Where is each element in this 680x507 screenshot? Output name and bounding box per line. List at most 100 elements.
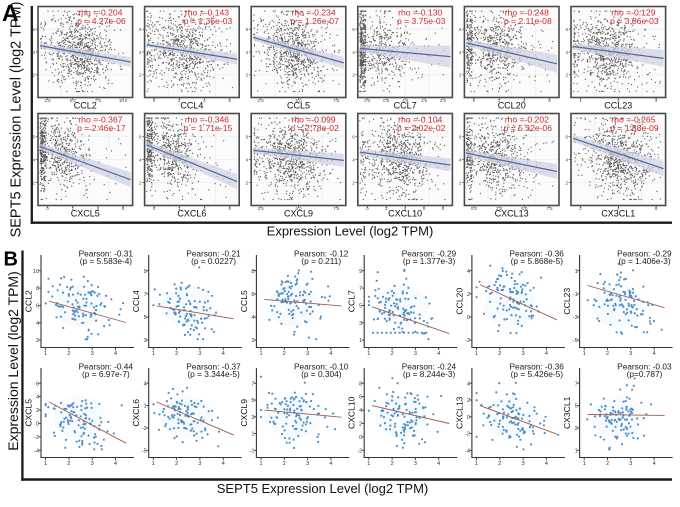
svg-text:7: 7 xyxy=(144,292,147,298)
svg-text:8: 8 xyxy=(251,269,254,275)
svg-text:3: 3 xyxy=(306,461,309,467)
svg-text:-5: -5 xyxy=(142,448,147,454)
svg-text:4: 4 xyxy=(352,50,355,55)
svg-text:3: 3 xyxy=(144,338,147,344)
svg-text:CCL7: CCL7 xyxy=(394,100,417,110)
svg-text:6: 6 xyxy=(139,134,142,139)
svg-text:6: 6 xyxy=(246,134,249,139)
svg-text:7.5: 7.5 xyxy=(333,206,340,211)
svg-text:4: 4 xyxy=(352,157,355,162)
svg-text:(p = 5.426e-5): (p = 5.426e-5) xyxy=(511,369,564,379)
svg-text:1: 1 xyxy=(583,461,586,467)
svg-text:6: 6 xyxy=(246,27,249,32)
svg-text:1: 1 xyxy=(475,351,478,357)
svg-text:Expression Level (log2 TPM): Expression Level (log2 TPM) xyxy=(5,271,21,450)
svg-text:2: 2 xyxy=(139,73,142,78)
svg-text:0: 0 xyxy=(36,422,39,428)
svg-text:8: 8 xyxy=(36,286,39,292)
svg-text:2: 2 xyxy=(175,351,178,357)
svg-text:-3: -3 xyxy=(573,315,578,321)
svg-text:CCL7: CCL7 xyxy=(347,290,357,312)
svg-text:p = 2.11e-08: p = 2.11e-08 xyxy=(504,16,552,26)
svg-text:2: 2 xyxy=(246,180,249,185)
svg-text:1: 1 xyxy=(575,448,578,454)
svg-text:CXCL9: CXCL9 xyxy=(284,208,313,218)
svg-text:4: 4 xyxy=(139,157,142,162)
svg-text:2: 2 xyxy=(246,73,249,78)
svg-text:3: 3 xyxy=(91,351,94,357)
svg-text:2: 2 xyxy=(606,351,609,357)
svg-text:7: 7 xyxy=(251,381,254,387)
svg-text:2: 2 xyxy=(565,180,568,185)
svg-text:4: 4 xyxy=(246,157,249,162)
svg-text:SEPT5 Expression Level (log2 T: SEPT5 Expression Level (log2 TPM) xyxy=(217,481,428,496)
svg-text:2: 2 xyxy=(459,180,462,185)
svg-text:-2: -2 xyxy=(142,426,147,432)
svg-text:1: 1 xyxy=(367,351,370,357)
svg-text:4: 4 xyxy=(565,50,568,55)
svg-text:CCL2: CCL2 xyxy=(74,100,97,110)
svg-text:-2: -2 xyxy=(34,435,39,441)
svg-text:(p = 3.344e-5): (p = 3.344e-5) xyxy=(187,369,240,379)
svg-text:6: 6 xyxy=(459,134,462,139)
svg-text:-2: -2 xyxy=(357,448,362,454)
svg-text:1: 1 xyxy=(583,351,586,357)
svg-text:2: 2 xyxy=(36,338,39,344)
svg-text:3: 3 xyxy=(575,426,578,432)
svg-text:CCL5: CCL5 xyxy=(287,100,310,110)
svg-text:2: 2 xyxy=(352,180,355,185)
svg-text:2: 2 xyxy=(283,351,286,357)
svg-text:2: 2 xyxy=(352,73,355,78)
svg-text:CCL5: CCL5 xyxy=(239,290,249,312)
svg-text:4: 4 xyxy=(251,315,254,321)
svg-text:4: 4 xyxy=(359,408,362,414)
svg-text:CXCL9: CXCL9 xyxy=(239,399,249,427)
svg-text:3: 3 xyxy=(629,351,632,357)
svg-text:3: 3 xyxy=(629,461,632,467)
svg-text:3: 3 xyxy=(198,461,201,467)
svg-text:1: 1 xyxy=(367,461,370,467)
svg-text:2: 2 xyxy=(139,180,142,185)
svg-text:CXCL13: CXCL13 xyxy=(495,208,529,218)
svg-text:CCL20: CCL20 xyxy=(454,288,464,315)
svg-text:3: 3 xyxy=(251,415,254,421)
svg-text:7: 7 xyxy=(359,286,362,292)
svg-text:6: 6 xyxy=(359,395,362,401)
svg-text:(p=0.787): (p=0.787) xyxy=(627,369,663,379)
svg-text:3: 3 xyxy=(306,351,309,357)
svg-text:10.0: 10.0 xyxy=(119,98,128,103)
svg-text:p = 2.46e-17: p = 2.46e-17 xyxy=(77,123,126,133)
svg-text:0: 0 xyxy=(359,435,362,441)
svg-text:CCL20: CCL20 xyxy=(498,100,526,110)
svg-text:p = 5.32e-06: p = 5.32e-06 xyxy=(504,123,553,133)
svg-text:2: 2 xyxy=(467,398,470,404)
svg-text:1: 1 xyxy=(259,461,262,467)
svg-text:8: 8 xyxy=(359,381,362,387)
svg-text:3: 3 xyxy=(359,321,362,327)
svg-text:2: 2 xyxy=(36,408,39,414)
svg-text:9: 9 xyxy=(144,269,147,275)
svg-text:3: 3 xyxy=(521,461,524,467)
svg-text:3: 3 xyxy=(91,461,94,467)
svg-text:(p = 6.97e-7): (p = 6.97e-7) xyxy=(82,369,130,379)
svg-text:CXCL6: CXCL6 xyxy=(131,399,141,427)
svg-text:(p = 1.377e-3): (p = 1.377e-3) xyxy=(403,256,456,266)
svg-text:(p = 1.406e-3): (p = 1.406e-3) xyxy=(618,256,671,266)
svg-text:CXCL5: CXCL5 xyxy=(71,208,100,218)
svg-text:6: 6 xyxy=(36,304,39,310)
svg-text:(p = 5.868e-5): (p = 5.868e-5) xyxy=(511,256,564,266)
svg-text:1: 1 xyxy=(144,404,147,410)
svg-text:2: 2 xyxy=(459,73,462,78)
svg-text:5: 5 xyxy=(251,398,254,404)
svg-text:p = 2.02e-02: p = 2.02e-02 xyxy=(397,123,446,133)
svg-text:4: 4 xyxy=(36,321,39,327)
svg-text:p = 2.78e-02: p = 2.78e-02 xyxy=(290,123,339,133)
svg-text:p = 1.26e-07: p = 1.26e-07 xyxy=(290,16,339,26)
svg-text:7: 7 xyxy=(575,381,578,387)
svg-text:2.5: 2.5 xyxy=(258,98,265,103)
svg-text:-2: -2 xyxy=(465,432,470,438)
svg-text:3: 3 xyxy=(414,351,417,357)
svg-text:Expression Level (log2 TPM): Expression Level (log2 TPM) xyxy=(267,224,434,239)
svg-text:1: 1 xyxy=(44,351,47,357)
svg-text:9: 9 xyxy=(359,269,362,275)
